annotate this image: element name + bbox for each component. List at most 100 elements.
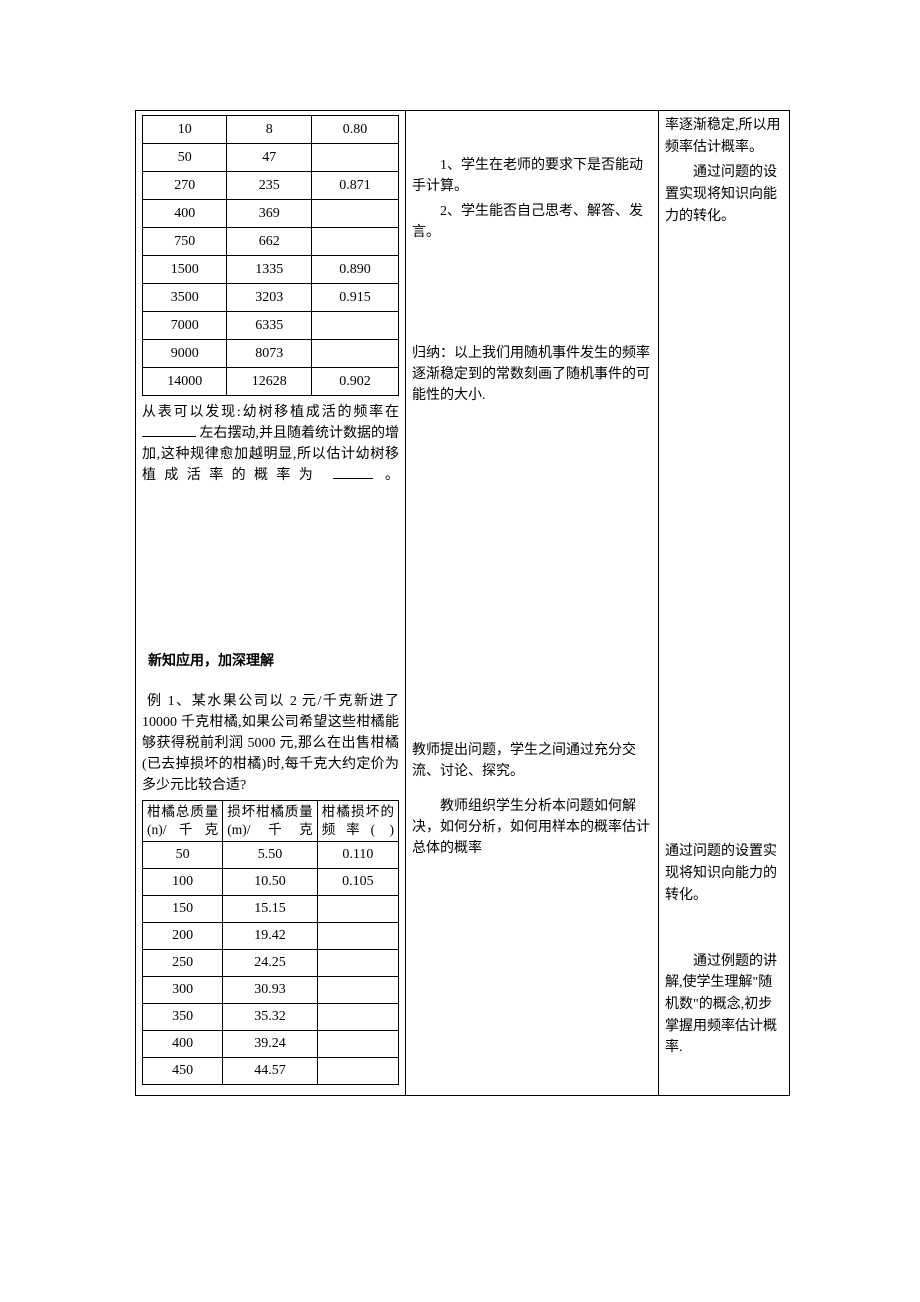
table-header-cell: 损坏柑橘质量(m)/千克 bbox=[223, 800, 317, 841]
right-p2: 通过问题的设置实现将知识向能力的转化。 bbox=[665, 162, 783, 227]
table-cell bbox=[317, 977, 398, 1004]
table-cell: 0.80 bbox=[311, 116, 398, 144]
table-cell: 44.57 bbox=[223, 1058, 317, 1085]
bottom-mid-p2: 教师组织学生分析本问题如何解决，如何分析，如何用样本的概率估计总体的概率 bbox=[412, 796, 652, 859]
table-cell: 15.15 bbox=[223, 896, 317, 923]
table-cell: 0.915 bbox=[311, 284, 398, 312]
table-cell bbox=[311, 312, 398, 340]
table-cell: 0.105 bbox=[317, 869, 398, 896]
table-cell: 250 bbox=[143, 950, 223, 977]
table-cell: 0.871 bbox=[311, 172, 398, 200]
table-cell: 5.50 bbox=[223, 842, 317, 869]
table-cell bbox=[317, 1004, 398, 1031]
table-cell: 150 bbox=[143, 896, 223, 923]
table-row: 45044.57 bbox=[143, 1058, 399, 1085]
table-cell bbox=[317, 896, 398, 923]
table-cell: 12628 bbox=[227, 368, 311, 396]
top-right-cell: 率逐渐稳定,所以用频率估计概率。 通过问题的设置实现将知识向能力的转化。 通过问… bbox=[659, 111, 789, 1095]
table-row: 5047 bbox=[143, 144, 399, 172]
table-row: 70006335 bbox=[143, 312, 399, 340]
example-label: 例 1、 bbox=[147, 694, 192, 709]
table-cell: 200 bbox=[143, 923, 223, 950]
top-mid-cell: 1、学生在老师的要求下是否能动手计算。 2、学生能否自己思考、解答、发言。 归纳… bbox=[406, 111, 659, 1095]
top-left-cell: 1080.8050472702350.871400369750662150013… bbox=[136, 111, 406, 1095]
table-header-row: 柑橘总质量(n)/千克损坏柑橘质量(m)/千克柑橘损坏的频率( ) bbox=[143, 800, 399, 841]
table-cell bbox=[311, 340, 398, 368]
oranges-table: 柑橘总质量(n)/千克损坏柑橘质量(m)/千克柑橘损坏的频率( )505.500… bbox=[142, 800, 399, 1085]
table-cell: 8 bbox=[227, 116, 311, 144]
table-cell: 10.50 bbox=[223, 869, 317, 896]
table-cell: 50 bbox=[143, 842, 223, 869]
table-header-cell: 柑橘总质量(n)/千克 bbox=[143, 800, 223, 841]
table-row: 40039.24 bbox=[143, 1031, 399, 1058]
table-cell: 6335 bbox=[227, 312, 311, 340]
mid-questions: 1、学生在老师的要求下是否能动手计算。 2、学生能否自己思考、解答、发言。 bbox=[412, 155, 652, 243]
table-cell: 750 bbox=[143, 228, 227, 256]
right-p1: 率逐渐稳定,所以用频率估计概率。 bbox=[665, 115, 783, 158]
survival-description: 从表可以发现:幼树移植成活的频率在 左右摆动,并且随着统计数据的增加,这种规律愈… bbox=[142, 402, 399, 486]
bottom-right-p1: 通过问题的设置实现将知识向能力的转化。 bbox=[665, 841, 783, 906]
table-cell: 350 bbox=[143, 1004, 223, 1031]
table-cell bbox=[311, 200, 398, 228]
table-header-cell: 柑橘损坏的频率( ) bbox=[317, 800, 398, 841]
table-row: 505.500.110 bbox=[143, 842, 399, 869]
table-cell: 1500 bbox=[143, 256, 227, 284]
table-cell: 8073 bbox=[227, 340, 311, 368]
bottom-mid-p1: 教师提出问题，学生之间通过充分交流、讨论、探究。 bbox=[412, 740, 652, 782]
bottom-mid-block: 教师提出问题，学生之间通过充分交流、讨论、探究。 教师组织学生分析本问题如何解决… bbox=[412, 740, 652, 859]
table-row: 25024.25 bbox=[143, 950, 399, 977]
table-cell: 0.902 bbox=[311, 368, 398, 396]
table-row: 90008073 bbox=[143, 340, 399, 368]
table-row: 750662 bbox=[143, 228, 399, 256]
table-cell: 300 bbox=[143, 977, 223, 1004]
mid-q2: 2、学生能否自己思考、解答、发言。 bbox=[412, 201, 652, 243]
document-page: 1080.8050472702350.871400369750662150013… bbox=[0, 0, 920, 1156]
table-cell: 400 bbox=[143, 1031, 223, 1058]
section-title: 新知应用，加深理解 bbox=[148, 651, 393, 673]
table-cell: 24.25 bbox=[223, 950, 317, 977]
table-cell: 0.110 bbox=[317, 842, 398, 869]
table-cell: 400 bbox=[143, 200, 227, 228]
example-text: 例 1、某水果公司以 2 元/千克新进了10000 千克柑橘,如果公司希望这些柑… bbox=[142, 691, 399, 796]
table-cell: 3500 bbox=[143, 284, 227, 312]
table-cell: 235 bbox=[227, 172, 311, 200]
table-cell bbox=[311, 228, 398, 256]
table-cell: 14000 bbox=[143, 368, 227, 396]
table-cell: 0.890 bbox=[311, 256, 398, 284]
table-cell: 100 bbox=[143, 869, 223, 896]
layout-grid: 1080.8050472702350.871400369750662150013… bbox=[135, 110, 790, 1096]
table-row: 400369 bbox=[143, 200, 399, 228]
survival-table: 1080.8050472702350.871400369750662150013… bbox=[142, 115, 399, 396]
table-cell: 1335 bbox=[227, 256, 311, 284]
mid-summary-block: 归纳：以上我们用随机事件发生的频率逐渐稳定到的常数刻画了随机事件的可能性的大小. bbox=[412, 343, 652, 406]
table-row: 30030.93 bbox=[143, 977, 399, 1004]
blank-1 bbox=[142, 423, 196, 437]
mid-summary: 归纳：以上我们用随机事件发生的频率逐渐稳定到的常数刻画了随机事件的可能性的大小. bbox=[412, 343, 652, 406]
blank-2 bbox=[333, 465, 373, 479]
table-row: 150013350.890 bbox=[143, 256, 399, 284]
table-cell bbox=[311, 144, 398, 172]
table-cell: 662 bbox=[227, 228, 311, 256]
table-cell bbox=[317, 1031, 398, 1058]
table-cell: 39.24 bbox=[223, 1031, 317, 1058]
bottom-right-p2: 通过例题的讲解,使学生理解"随机数"的概念,初步掌握用频率估计概率. bbox=[665, 951, 783, 1059]
table-row: 10010.500.105 bbox=[143, 869, 399, 896]
table-cell: 50 bbox=[143, 144, 227, 172]
table-row: 35035.32 bbox=[143, 1004, 399, 1031]
table-cell bbox=[317, 950, 398, 977]
table-cell: 7000 bbox=[143, 312, 227, 340]
table-cell bbox=[317, 923, 398, 950]
table-cell: 3203 bbox=[227, 284, 311, 312]
mid-q1: 1、学生在老师的要求下是否能动手计算。 bbox=[412, 155, 652, 197]
table-row: 350032030.915 bbox=[143, 284, 399, 312]
table-cell bbox=[317, 1058, 398, 1085]
table-row: 1080.80 bbox=[143, 116, 399, 144]
desc-prefix: 从表可以发现:幼树移植成活的频率在 bbox=[142, 405, 399, 420]
table-row: 14000126280.902 bbox=[143, 368, 399, 396]
table-row: 15015.15 bbox=[143, 896, 399, 923]
table-cell: 10 bbox=[143, 116, 227, 144]
table-cell: 9000 bbox=[143, 340, 227, 368]
table-cell: 369 bbox=[227, 200, 311, 228]
table-cell: 270 bbox=[143, 172, 227, 200]
table-row: 2702350.871 bbox=[143, 172, 399, 200]
